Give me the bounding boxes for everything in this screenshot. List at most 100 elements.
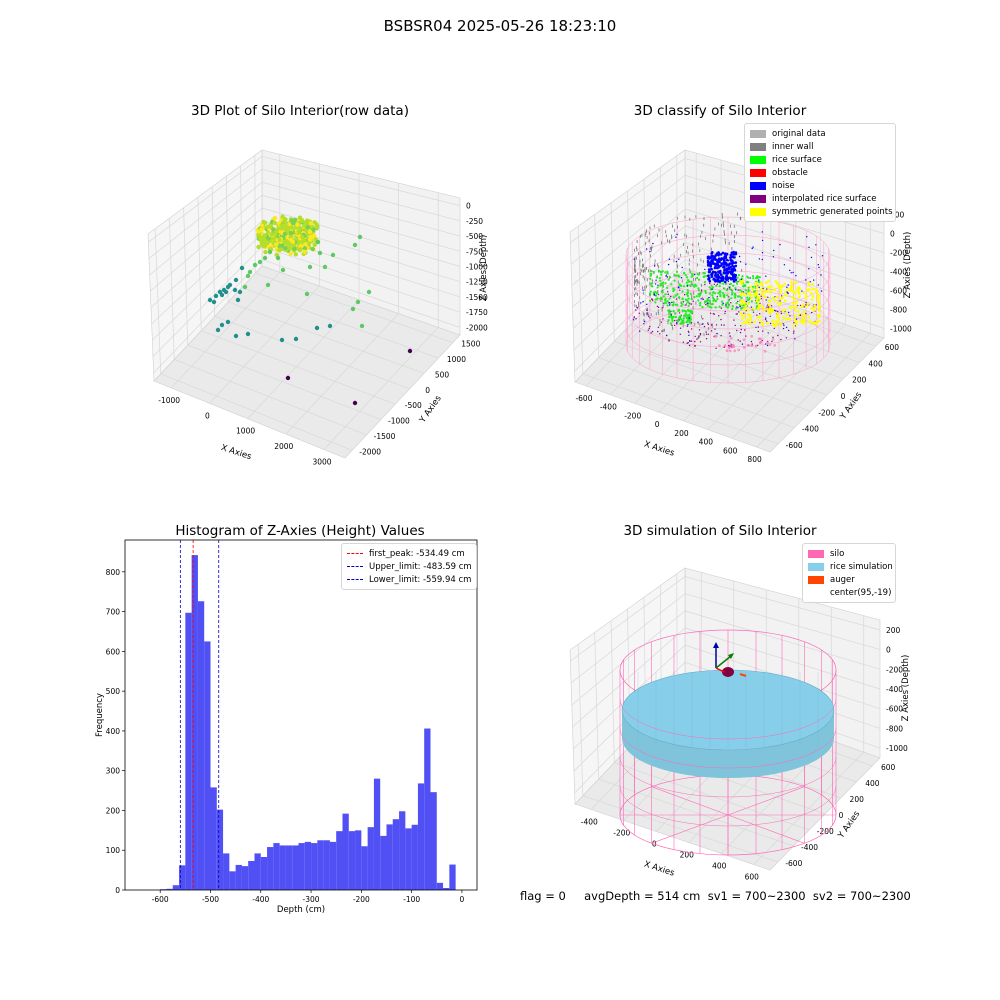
noise-point xyxy=(706,261,710,264)
noise-point xyxy=(709,263,712,267)
legend-swatch xyxy=(750,168,766,177)
interpolated-point xyxy=(736,329,738,332)
raw-point xyxy=(301,238,306,243)
interpolated-point xyxy=(745,300,747,303)
noise-point xyxy=(787,292,789,294)
inner-wall-point xyxy=(634,265,636,269)
histogram-bar xyxy=(430,792,437,890)
interpolated-point xyxy=(759,322,761,324)
y-tick-label: -600 xyxy=(786,441,803,450)
x-tick-label: 400 xyxy=(712,862,727,871)
interpolated-point xyxy=(760,298,762,300)
interpolated-point xyxy=(670,295,672,298)
inner-wall-point xyxy=(672,326,673,330)
noise-point xyxy=(774,309,776,312)
z-gridline xyxy=(571,610,686,706)
symmetric-point xyxy=(746,308,750,312)
inner-wall-point xyxy=(662,305,664,309)
rice-surface-point xyxy=(729,282,732,285)
x-tick-label: -200 xyxy=(353,895,370,904)
noise-point xyxy=(688,334,690,336)
inner-wall-point xyxy=(741,268,743,272)
inner-wall-point xyxy=(643,264,644,267)
panel3-title: Histogram of Z-Axies (Height) Values xyxy=(175,523,425,539)
x-tick-label: -300 xyxy=(303,895,320,904)
inner-wall-point xyxy=(664,328,665,332)
inner-wall-point xyxy=(672,224,673,228)
symmetric-point xyxy=(788,289,792,292)
symmetric-point xyxy=(770,307,774,311)
histogram-bar xyxy=(405,828,412,890)
noise-point xyxy=(708,276,711,280)
interpolated-point xyxy=(765,310,767,312)
interpolated-point xyxy=(745,335,747,337)
rice-surface-point xyxy=(674,303,677,306)
interpolated-point xyxy=(668,340,670,342)
symmetric-point xyxy=(812,306,816,310)
interpolated-point xyxy=(782,323,784,325)
raw-point xyxy=(308,221,314,226)
legend-item: inner wall xyxy=(750,140,890,153)
symmetric-point xyxy=(771,319,774,323)
raw-point xyxy=(263,249,268,255)
noise-point xyxy=(803,306,805,308)
interpolated-point xyxy=(715,347,717,349)
inner-wall-point xyxy=(723,230,725,233)
interpolated-point xyxy=(805,312,807,315)
interpolated-point xyxy=(690,303,692,305)
symmetric-point xyxy=(755,286,759,290)
rice-surface-point xyxy=(649,290,652,293)
rice-surface-point xyxy=(731,305,734,308)
histogram-bar xyxy=(267,847,274,890)
legend-item: first_peak: -534.49 cm xyxy=(347,547,471,560)
interpolated-point xyxy=(690,328,693,330)
interpolated-point xyxy=(688,331,690,334)
inner-wall-point xyxy=(686,302,687,306)
z-tick-label: 0 xyxy=(886,646,891,655)
rice-surface-point xyxy=(718,285,721,288)
rice-surface-point xyxy=(687,304,690,307)
noise-point xyxy=(761,252,764,254)
interpolated-point xyxy=(737,289,739,291)
inner-wall-point xyxy=(641,233,643,237)
histogram-bar xyxy=(210,787,217,890)
noise-point xyxy=(779,243,781,246)
raw-point xyxy=(219,292,225,298)
noise-point xyxy=(714,254,718,257)
rice-surface-point xyxy=(666,286,669,289)
noise-point xyxy=(785,326,788,329)
interpolated-point xyxy=(671,324,673,327)
inner-wall-point xyxy=(636,278,638,282)
noise-point xyxy=(722,302,724,304)
interpolated-point xyxy=(740,328,742,331)
symmetric-point xyxy=(760,292,764,296)
interpolated-point xyxy=(761,339,763,342)
raw-point xyxy=(352,400,358,406)
inner-wall-point xyxy=(701,315,702,319)
rice-surface-point xyxy=(687,301,690,304)
side-wall-pane xyxy=(147,149,263,382)
symmetric-point xyxy=(779,301,783,305)
z-tick-label: -1250 xyxy=(466,278,488,287)
symmetric-point xyxy=(772,288,776,292)
inner-wall-point xyxy=(634,248,635,252)
noise-point xyxy=(670,314,673,316)
inner-wall-point xyxy=(684,233,686,237)
noise-point xyxy=(687,324,689,326)
interpolated-point xyxy=(744,329,746,331)
histogram-bar xyxy=(216,809,224,890)
rice-surface-point xyxy=(672,296,675,299)
interpolated-point xyxy=(711,324,713,326)
symmetric-point xyxy=(783,308,787,312)
z-tick-label: 200 xyxy=(886,626,901,635)
rice-surface-point xyxy=(689,284,692,287)
noise-point xyxy=(740,278,742,281)
symmetric-point xyxy=(759,288,762,292)
interpolated-point xyxy=(766,288,768,290)
raw-point xyxy=(279,223,284,228)
symmetric-point xyxy=(743,308,747,311)
rice-surface-point xyxy=(665,301,668,304)
inner-wall-point xyxy=(634,256,636,260)
y-gridline xyxy=(160,373,353,451)
raw-point xyxy=(352,242,358,248)
